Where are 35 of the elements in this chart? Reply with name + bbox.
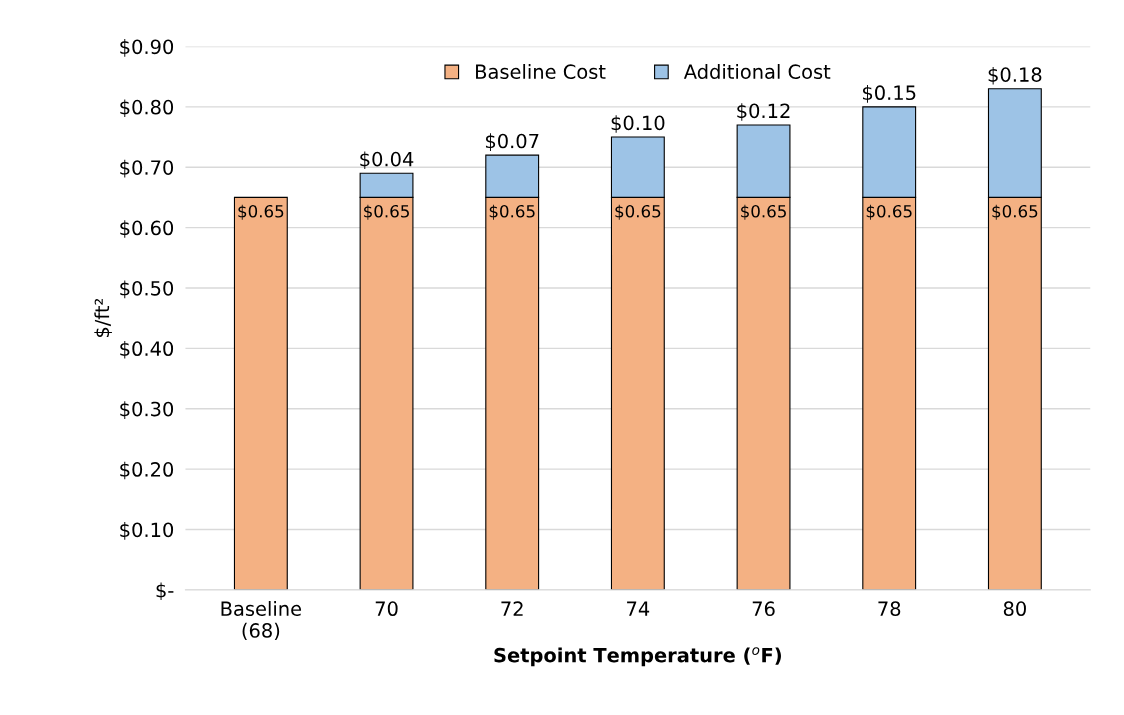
data-label: $0.65	[615, 204, 661, 220]
y-tick-label: $0.40	[120, 340, 174, 359]
y-tick-label: $0.30	[120, 401, 174, 419]
legend-label: Baseline Cost	[476, 63, 606, 80]
bar	[233, 196, 288, 590]
y-tick-label: $0.90	[120, 39, 174, 57]
data-label: $0.65	[992, 204, 1038, 220]
data-label: $0.18	[988, 66, 1042, 85]
x-tick-label: 76	[752, 601, 775, 617]
y-axis-title: $/ft²	[94, 298, 112, 337]
y-tick-label: $0.20	[120, 461, 174, 480]
data-label: $0.10	[611, 115, 665, 133]
y-tick-label: $0.60	[120, 220, 174, 238]
x-tick-label: 72	[501, 601, 523, 616]
y-tick-label: $0.50	[120, 280, 174, 299]
x-axis-title: Setpoint Temperature ($^{o}$F)	[494, 647, 781, 667]
y-tick-label: $0.70	[120, 159, 174, 178]
x-tick-label: 70	[375, 601, 398, 617]
data-label: $0.12	[737, 103, 790, 121]
data-label: $0.04	[360, 151, 414, 170]
data-label: $0.65	[866, 204, 912, 220]
y-tick-label: $-	[156, 582, 174, 601]
x-tick-label: 74	[627, 601, 650, 616]
data-label: $0.15	[862, 85, 916, 103]
data-label: $0.65	[238, 204, 284, 220]
data-label: $0.65	[364, 204, 409, 220]
y-tick-label: $0.80	[120, 99, 174, 118]
y-tick-label: $0.10	[120, 522, 174, 540]
x-tick-label: 78	[878, 601, 901, 617]
data-label: $0.07	[485, 133, 539, 151]
data-label: $0.65	[741, 204, 786, 220]
x-tick-label: 80	[1003, 601, 1026, 617]
legend-label: Additional Cost	[683, 63, 831, 80]
x-tick-label: Baseline (68)	[221, 600, 302, 641]
data-label: $0.65	[489, 204, 535, 220]
